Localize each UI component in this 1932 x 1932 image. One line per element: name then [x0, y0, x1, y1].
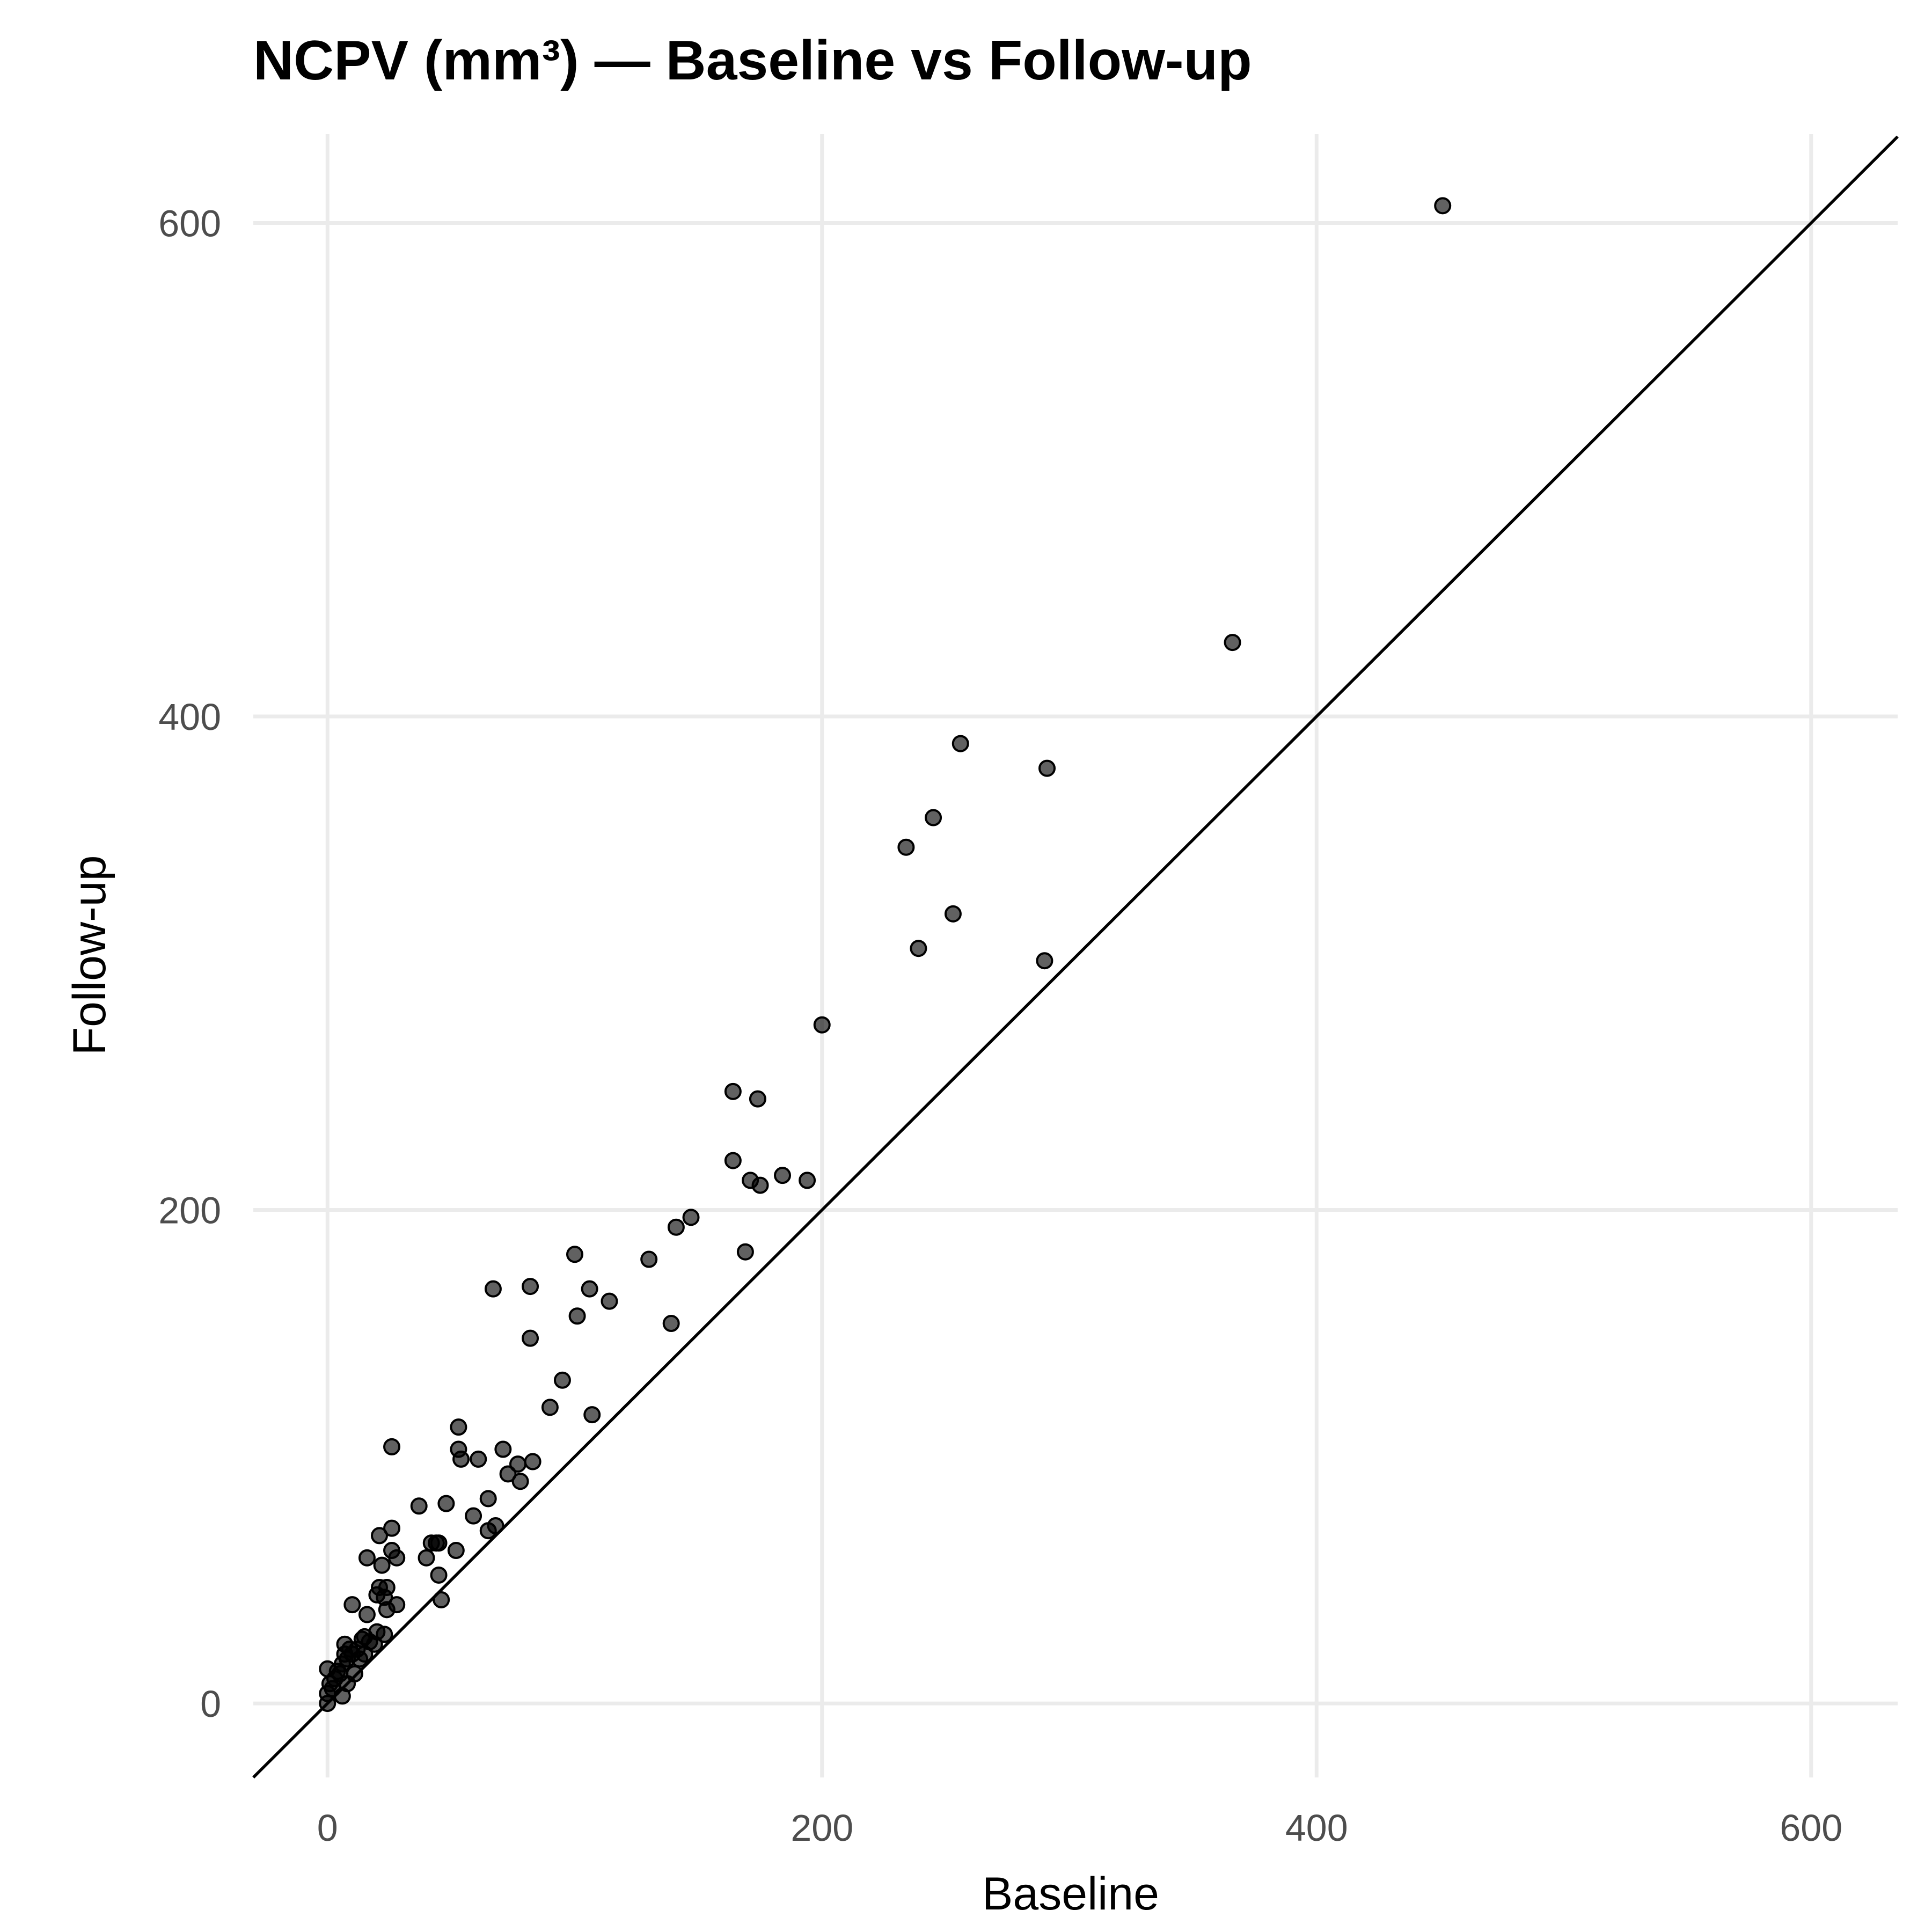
data-point	[1224, 634, 1241, 652]
data-point	[452, 1450, 470, 1468]
data-point	[1036, 952, 1053, 970]
data-point	[524, 1453, 541, 1470]
data-point	[437, 1495, 455, 1512]
data-point	[813, 1016, 831, 1034]
data-point	[601, 1292, 618, 1310]
tick-labels: 0 200 400 600 0 200 400 600	[158, 203, 1842, 1849]
data-point	[447, 1542, 465, 1560]
data-point	[433, 1591, 450, 1608]
data-point	[499, 1465, 517, 1483]
data-point	[724, 1082, 742, 1100]
data-point	[662, 1315, 680, 1333]
x-axis-label: Baseline	[982, 1868, 1159, 1920]
grid-lines	[253, 134, 1898, 1777]
data-point	[383, 1519, 401, 1537]
data-point	[682, 1209, 700, 1226]
y-tick-label: 200	[158, 1190, 221, 1232]
data-point	[925, 809, 942, 826]
data-point	[799, 1172, 816, 1189]
data-point	[376, 1626, 393, 1643]
data-point	[370, 1527, 388, 1545]
data-point	[541, 1399, 559, 1416]
y-axis-label: Follow-up	[64, 855, 115, 1056]
data-point	[346, 1665, 363, 1682]
chart-title: NCPV (mm³) — Baseline vs Follow-up	[253, 30, 1252, 92]
y-tick-label: 400	[158, 696, 221, 738]
data-point	[383, 1438, 401, 1455]
data-point	[749, 1090, 766, 1108]
x-tick-label: 0	[317, 1807, 338, 1849]
y-tick-label: 600	[158, 203, 221, 245]
data-point	[484, 1280, 502, 1298]
y-tick-label: 0	[200, 1683, 221, 1725]
data-point	[667, 1218, 685, 1236]
data-point	[487, 1517, 504, 1535]
reference-line-layer	[252, 135, 1899, 1779]
data-point	[470, 1450, 487, 1468]
data-point	[479, 1490, 497, 1507]
data-point	[522, 1329, 539, 1347]
data-point	[465, 1507, 482, 1525]
data-point	[897, 838, 915, 856]
data-point	[724, 1152, 742, 1169]
data-point	[566, 1246, 583, 1263]
data-point	[952, 735, 969, 752]
data-point	[430, 1566, 448, 1584]
data-point	[388, 1596, 406, 1614]
data-point	[944, 905, 962, 923]
data-point	[910, 940, 927, 957]
data-point	[511, 1473, 529, 1490]
data-point	[418, 1549, 435, 1567]
data-point	[343, 1596, 361, 1614]
data-point	[522, 1278, 539, 1296]
data-point	[1038, 759, 1056, 777]
data-point	[581, 1280, 598, 1298]
data-point	[358, 1606, 376, 1623]
data-points	[319, 197, 1452, 1713]
data-point	[553, 1371, 571, 1389]
identity-reference-line	[252, 135, 1899, 1779]
data-point	[494, 1440, 512, 1458]
data-point	[388, 1549, 406, 1567]
data-point	[640, 1250, 658, 1268]
data-point	[430, 1534, 448, 1552]
data-point	[568, 1307, 586, 1325]
x-tick-label: 200	[791, 1807, 853, 1849]
data-point	[373, 1556, 391, 1574]
data-point	[774, 1167, 792, 1184]
data-point	[751, 1176, 769, 1194]
data-point	[358, 1549, 376, 1567]
data-point	[378, 1578, 396, 1596]
data-point	[509, 1455, 527, 1473]
data-point	[583, 1406, 601, 1424]
data-point	[450, 1418, 467, 1436]
data-point	[410, 1497, 428, 1515]
x-tick-label: 400	[1285, 1807, 1348, 1849]
data-point	[736, 1243, 754, 1261]
data-point	[1434, 197, 1452, 215]
x-tick-label: 600	[1780, 1807, 1842, 1849]
